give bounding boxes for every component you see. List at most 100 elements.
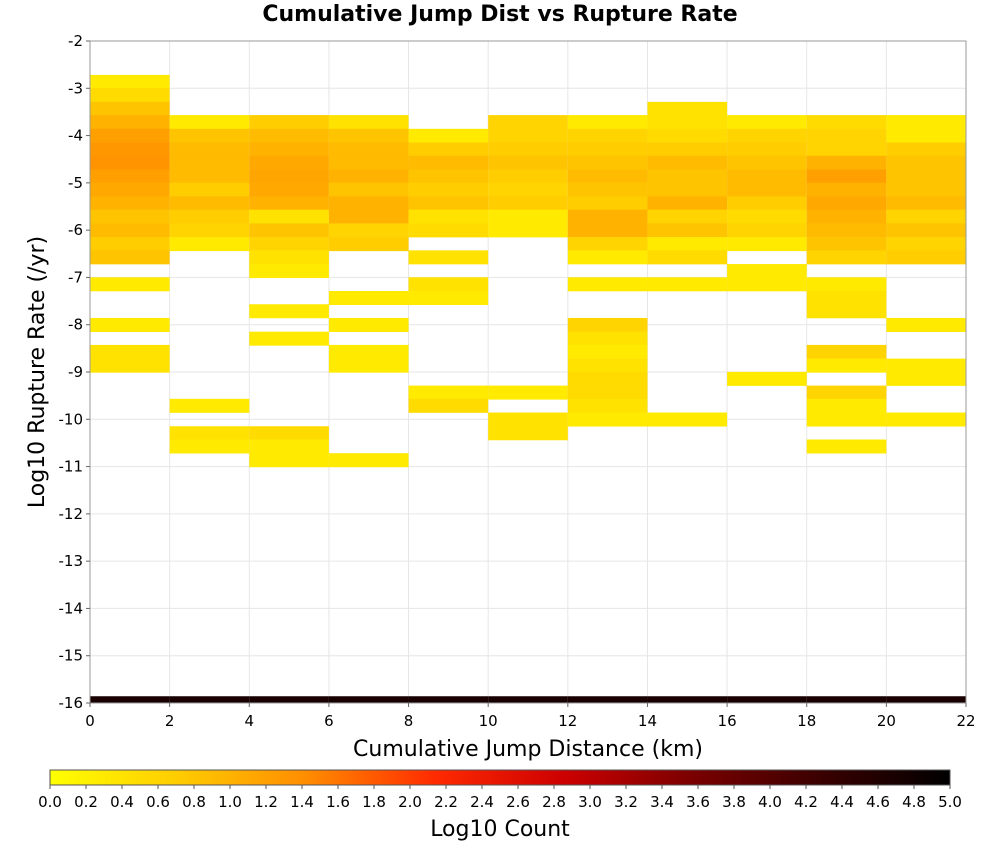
heatmap-cell	[408, 209, 489, 224]
heatmap-cell	[90, 209, 170, 224]
heatmap-cell	[727, 196, 807, 211]
x-axis-label: Cumulative Jump Distance (km)	[353, 737, 703, 762]
heatmap-cell	[567, 155, 648, 170]
heatmap-cell	[408, 385, 489, 400]
heatmap-cell	[886, 115, 966, 130]
colorbar-tick-label: 3.4	[650, 793, 674, 811]
y-tick-label: -7	[68, 268, 83, 286]
chart-title: Cumulative Jump Dist vs Rupture Rate	[262, 2, 738, 27]
heatmap-cell	[408, 398, 489, 413]
heatmap-cell	[90, 155, 170, 170]
heatmap-cell	[408, 277, 489, 292]
heatmap-cell	[328, 237, 409, 252]
colorbar-tick-label: 2.4	[470, 793, 494, 811]
heatmap-cell	[886, 412, 966, 427]
heatmap-cell	[886, 317, 966, 332]
heatmap-cell	[567, 358, 648, 373]
heatmap-cell	[249, 264, 329, 279]
heatmap-cell	[727, 696, 807, 704]
heatmap-cell	[249, 331, 329, 346]
heatmap-cell	[249, 453, 329, 468]
heatmap-cell	[169, 142, 250, 157]
heatmap-cell	[328, 291, 409, 306]
heatmap-cell	[169, 439, 250, 454]
heatmap-cell	[249, 223, 329, 238]
x-tick-label: 20	[877, 712, 896, 730]
heatmap-cell	[886, 209, 966, 224]
heatmap-cell	[408, 169, 489, 184]
heatmap-cell	[328, 209, 409, 224]
heatmap-cell	[647, 101, 728, 116]
heatmap-cell	[488, 128, 568, 143]
heatmap-cell	[169, 696, 250, 704]
heatmap-cell	[567, 317, 648, 332]
heatmap-cell	[567, 182, 648, 197]
heatmap-cell	[567, 237, 648, 252]
heatmap-cell	[488, 182, 568, 197]
heatmap-cell	[806, 344, 887, 359]
heatmap-cell	[647, 277, 728, 292]
colorbar-tick-label: 1.2	[254, 793, 278, 811]
y-tick-label: -4	[68, 127, 83, 145]
heatmap-cell	[727, 155, 807, 170]
heatmap-cell	[249, 250, 329, 265]
heatmap-cell	[567, 331, 648, 346]
y-tick-label: -6	[68, 221, 83, 239]
heatmap-cell	[806, 291, 887, 306]
heatmap-cell	[886, 223, 966, 238]
heatmap-cell	[727, 169, 807, 184]
heatmap-cell	[727, 371, 807, 386]
heatmap-cell	[408, 223, 489, 238]
heatmap-cell	[488, 155, 568, 170]
heatmap-cell	[567, 371, 648, 386]
heatmap-cell	[567, 385, 648, 400]
heatmap-cell	[169, 182, 250, 197]
heatmap-cell	[90, 101, 170, 116]
x-tick-label: 6	[324, 712, 334, 730]
heatmap-cell	[249, 209, 329, 224]
heatmap-cell	[90, 196, 170, 211]
heatmap-cell	[806, 182, 887, 197]
heatmap-cell	[806, 398, 887, 413]
heatmap-cell	[249, 155, 329, 170]
colorbar-tick-label: 3.6	[686, 793, 710, 811]
heatmap-cell	[727, 209, 807, 224]
heatmap-cell	[806, 142, 887, 157]
heatmap-cell	[727, 142, 807, 157]
y-tick-label: -12	[59, 505, 84, 523]
heatmap-cell	[806, 209, 887, 224]
y-axis-label: Log10 Rupture Rate (/yr)	[25, 236, 50, 508]
heatmap-cell	[328, 196, 409, 211]
colorbar-tick-label: 2.8	[542, 793, 566, 811]
heatmap-cell	[886, 358, 966, 373]
heatmap-cell	[249, 142, 329, 157]
heatmap-cell	[90, 358, 170, 373]
heatmap-cell	[90, 237, 170, 252]
heatmap-cell	[169, 115, 250, 130]
heatmap-cell	[249, 182, 329, 197]
colorbar-tick-label: 3.0	[578, 793, 602, 811]
colorbar-tick-label: 2.0	[398, 793, 422, 811]
heatmap-cell	[408, 196, 489, 211]
heatmap-cell	[886, 128, 966, 143]
colorbar-tick-label: 1.0	[218, 793, 242, 811]
heatmap-cell	[886, 250, 966, 265]
heatmap-cell	[488, 169, 568, 184]
heatmap-cell	[328, 696, 409, 704]
x-tick-label: 22	[956, 712, 975, 730]
colorbar-tick-label: 5.0	[938, 793, 962, 811]
heatmap-cell	[886, 155, 966, 170]
heatmap-cell	[90, 344, 170, 359]
heatmap-cell	[647, 237, 728, 252]
heatmap-cell	[806, 115, 887, 130]
x-tick-label: 12	[558, 712, 577, 730]
heatmap-cell	[647, 196, 728, 211]
colorbar-tick-label: 4.8	[902, 793, 926, 811]
heatmap-cell	[249, 169, 329, 184]
heatmap-cell	[647, 142, 728, 157]
heatmap-cell	[488, 115, 568, 130]
heatmap-cell	[647, 209, 728, 224]
colorbar-tick-label: 4.6	[866, 793, 890, 811]
heatmap-cell	[567, 142, 648, 157]
heatmap-cell	[488, 412, 568, 427]
